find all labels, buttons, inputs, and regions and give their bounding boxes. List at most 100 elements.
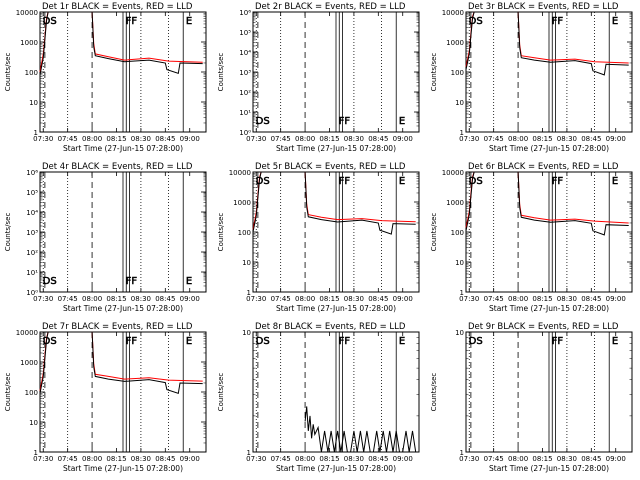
y-tick-label: 10000: [442, 9, 464, 17]
y-tick-label: 10000: [16, 329, 38, 337]
event-marker-label: FF: [552, 16, 564, 27]
x-axis-label: Start Time (27-Jun-15 07:28:00): [63, 144, 183, 153]
y-axis-label: Counts/sec: [217, 53, 225, 92]
x-tick-label: 08:30: [131, 135, 151, 143]
chart-title: Det 9r BLACK = Events, RED = LLD: [468, 322, 619, 332]
chart-title: Det 6r BLACK = Events, RED = LLD: [468, 162, 619, 172]
x-axis-label: Start Time (27-Jun-15 07:28:00): [489, 304, 609, 313]
y-tick-label: 10⁴: [26, 209, 38, 217]
event-marker-label: FF: [126, 16, 138, 27]
x-tick-label: 07:45: [484, 295, 504, 303]
chart-panel-9: Det 9r BLACK = Events, RED = LLD Counts/s…: [430, 322, 633, 473]
y-tick-label: 1: [460, 289, 464, 297]
y-tick-label: 10: [29, 99, 38, 107]
y-tick-label: 1000: [446, 199, 464, 207]
event-marker-label: DS: [469, 336, 483, 347]
y-tick-label: 1000: [446, 39, 464, 47]
x-tick-label: 08:00: [295, 135, 315, 143]
x-axis-label: Start Time (27-Jun-15 07:28:00): [276, 304, 396, 313]
x-tick-label: 07:45: [58, 295, 78, 303]
chart-panel-7: Det 7r BLACK = Events, RED = LLD Counts/s…: [4, 322, 207, 473]
y-tick-label: 10⁵: [239, 29, 251, 37]
x-tick-label: 07:30: [33, 135, 53, 143]
event-marker-label: DS: [256, 176, 270, 187]
x-tick-label: 07:30: [459, 295, 479, 303]
y-tick-label: 10: [242, 259, 251, 267]
x-tick-label: 08:15: [532, 135, 552, 143]
x-tick-label: 08:45: [155, 135, 175, 143]
x-tick-label: 09:00: [393, 135, 413, 143]
x-tick-label: 09:00: [180, 455, 200, 463]
x-tick-label: 08:15: [106, 135, 126, 143]
x-axis-label: Start Time (27-Jun-15 07:28:00): [276, 464, 396, 473]
y-tick-label: 1: [34, 129, 38, 137]
event-marker-label: E: [399, 336, 405, 347]
x-tick-label: 08:45: [581, 455, 601, 463]
y-tick-label: 10³: [239, 69, 251, 77]
x-axis-label: Start Time (27-Jun-15 07:28:00): [63, 464, 183, 473]
y-axis-label: Counts/sec: [430, 373, 438, 412]
x-tick-label: 09:00: [180, 295, 200, 303]
y-tick-label: 1: [247, 449, 251, 457]
event-marker-label: FF: [339, 116, 351, 127]
y-axis-label: Counts/sec: [217, 213, 225, 252]
y-tick-label: 10⁶: [239, 9, 251, 17]
x-tick-label: 07:30: [246, 455, 266, 463]
x-tick-label: 08:30: [131, 295, 151, 303]
x-tick-label: 08:00: [82, 135, 102, 143]
x-tick-label: 07:45: [58, 135, 78, 143]
x-tick-label: 07:30: [33, 295, 53, 303]
y-tick-label: 1000: [20, 39, 38, 47]
x-tick-label: 08:45: [368, 295, 388, 303]
y-tick-label: 10000: [16, 9, 38, 17]
chart-title: Det 4r BLACK = Events, RED = LLD: [42, 162, 193, 172]
chart-title: Det 1r BLACK = Events, RED = LLD: [42, 2, 193, 12]
x-tick-label: 07:30: [459, 135, 479, 143]
x-tick-label: 08:30: [344, 135, 364, 143]
y-tick-label: 100: [451, 69, 464, 77]
y-tick-label: 10: [242, 329, 251, 337]
y-axis-label: Counts/sec: [4, 213, 12, 252]
y-tick-label: 10000: [442, 169, 464, 177]
y-tick-label: 10⁰: [239, 129, 251, 137]
x-tick-label: 08:45: [581, 295, 601, 303]
x-tick-label: 07:45: [58, 455, 78, 463]
y-axis-label: Counts/sec: [430, 53, 438, 92]
y-tick-label: 10: [455, 99, 464, 107]
event-marker-label: DS: [469, 16, 483, 27]
x-tick-label: 08:30: [131, 455, 151, 463]
y-tick-label: 1000: [20, 359, 38, 367]
x-tick-label: 09:00: [606, 455, 626, 463]
event-marker-label: DS: [43, 276, 57, 287]
chart-panel-2: Det 2r BLACK = Events, RED = LLD Counts/s…: [217, 2, 420, 153]
x-tick-label: 07:30: [246, 295, 266, 303]
y-tick-label: 10¹: [26, 269, 38, 277]
x-tick-label: 07:45: [271, 295, 291, 303]
event-marker-label: E: [399, 116, 405, 127]
x-axis-label: Start Time (27-Jun-15 07:28:00): [63, 304, 183, 313]
x-tick-label: 07:30: [459, 455, 479, 463]
event-marker-label: E: [186, 276, 192, 287]
data-series-events-black: [465, 11, 629, 76]
x-tick-label: 08:15: [319, 455, 339, 463]
y-tick-label: 10: [29, 419, 38, 427]
data-series-events-black: [465, 171, 629, 236]
chart-title: Det 2r BLACK = Events, RED = LLD: [255, 2, 406, 12]
x-tick-label: 09:00: [180, 135, 200, 143]
x-tick-label: 08:15: [532, 295, 552, 303]
data-series-events-black: [252, 171, 416, 235]
x-tick-label: 08:30: [344, 295, 364, 303]
y-tick-label: 100: [238, 229, 251, 237]
y-tick-label: 10: [455, 329, 464, 337]
y-tick-label: 10²: [239, 89, 251, 97]
data-series-lld-red: [39, 331, 203, 391]
x-tick-label: 08:00: [82, 295, 102, 303]
x-tick-label: 08:45: [368, 455, 388, 463]
x-tick-label: 07:30: [33, 455, 53, 463]
x-tick-label: 08:00: [295, 455, 315, 463]
x-tick-label: 08:00: [508, 295, 528, 303]
x-axis-label: Start Time (27-Jun-15 07:28:00): [489, 464, 609, 473]
y-tick-label: 10: [455, 259, 464, 267]
y-axis-label: Counts/sec: [4, 373, 12, 412]
